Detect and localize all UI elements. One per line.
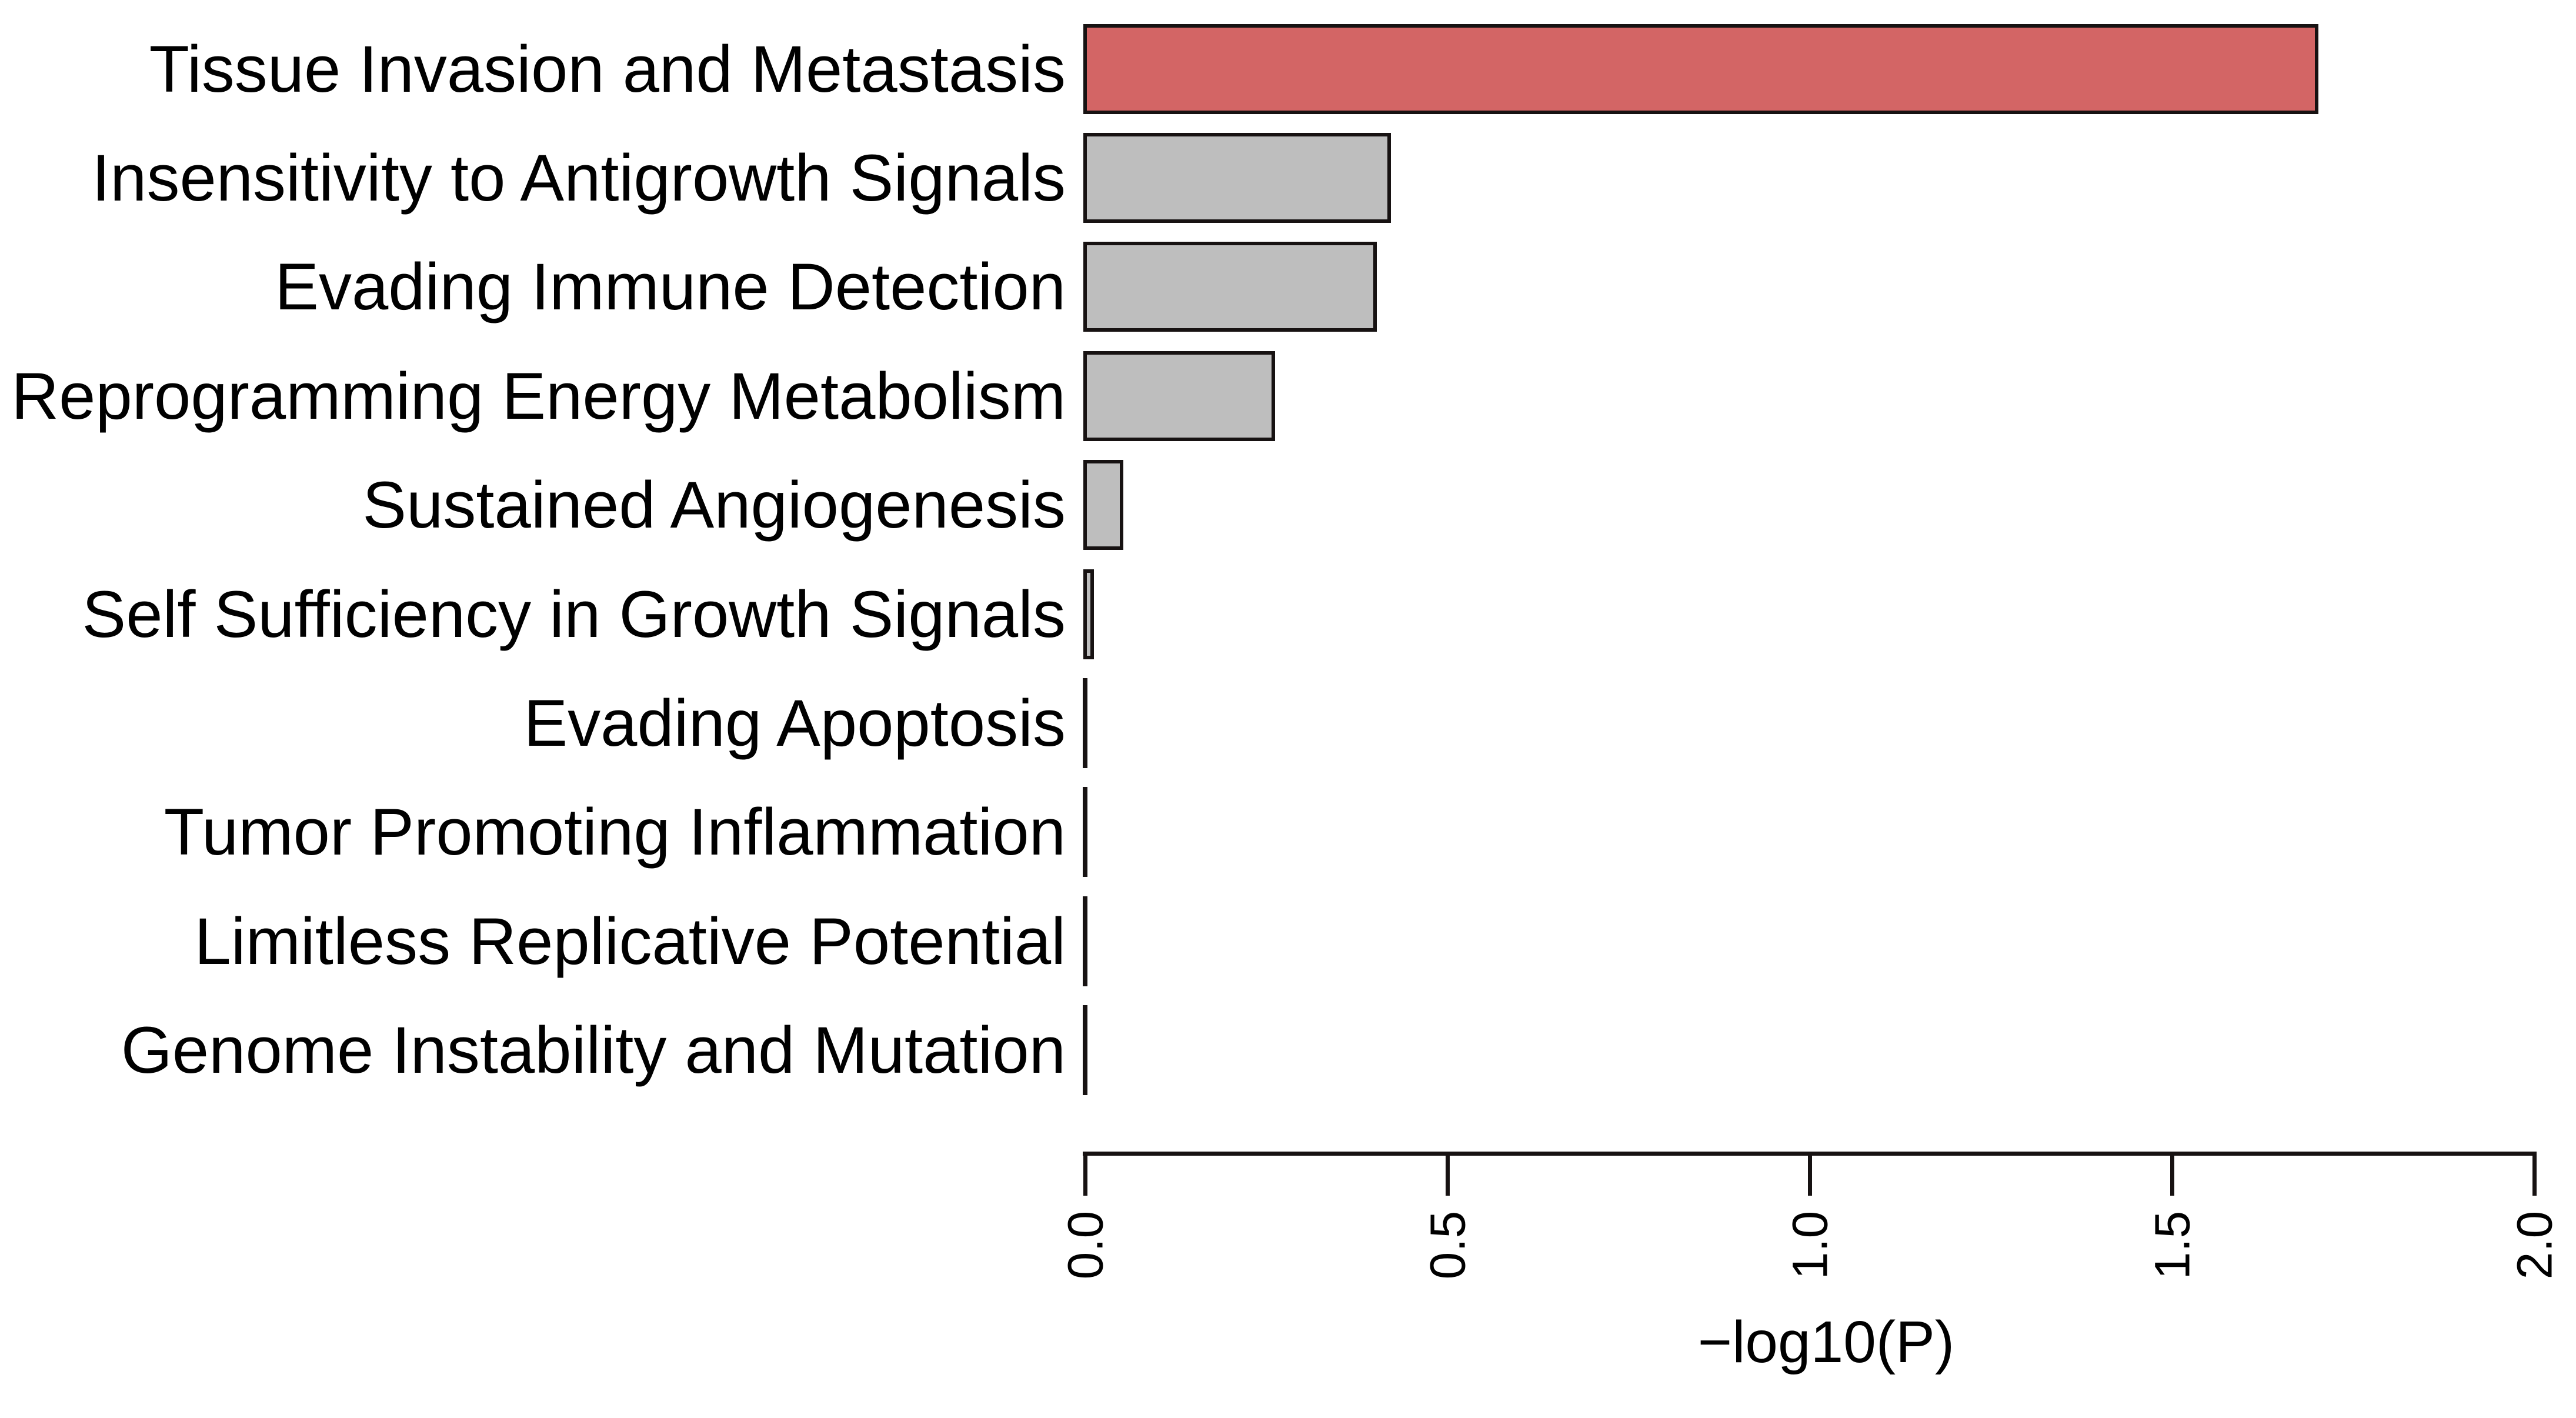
x-axis-tick <box>2532 1156 2537 1196</box>
x-axis-tick-label-text: 2.0 <box>2507 1210 2562 1280</box>
bar <box>1083 1005 1087 1095</box>
bar <box>1083 24 2318 114</box>
category-label: Limitless Replicative Potential <box>194 904 1066 978</box>
bar <box>1083 787 1087 877</box>
x-axis-tick <box>1446 1156 1450 1196</box>
x-axis-tick-label-text: 0.0 <box>1057 1210 1113 1280</box>
bar <box>1083 569 1094 659</box>
x-axis-title: −log10(P) <box>1697 1309 1955 1375</box>
category-label: Genome Instability and Mutation <box>121 1013 1066 1087</box>
bar <box>1083 896 1087 986</box>
category-label: Sustained Angiogenesis <box>362 468 1066 542</box>
x-axis-tick <box>1808 1156 1812 1196</box>
category-label: Reprogramming Energy Metabolism <box>11 359 1066 433</box>
category-label: Tissue Invasion and Metastasis <box>149 32 1066 106</box>
x-axis-tick-label: 2.0 <box>2446 1157 2576 1333</box>
bar <box>1083 460 1123 550</box>
category-label: Evading Apoptosis <box>523 686 1066 760</box>
x-axis-tick <box>2170 1156 2174 1196</box>
bar <box>1083 242 1377 332</box>
bar <box>1083 133 1391 223</box>
x-axis-line <box>1083 1152 2537 1156</box>
x-axis-tick-label-text: 1.5 <box>2144 1210 2200 1280</box>
x-axis-tick-label-text: 0.5 <box>1420 1210 1475 1280</box>
x-axis-tick <box>1083 1156 1087 1196</box>
category-label: Evading Immune Detection <box>275 249 1066 323</box>
category-label: Insensitivity to Antigrowth Signals <box>92 141 1066 215</box>
category-label: Self Sufficiency in Growth Signals <box>82 577 1066 651</box>
x-axis-tick-label-text: 1.0 <box>1782 1210 1837 1280</box>
bar <box>1083 351 1275 441</box>
category-label: Tumor Promoting Inflammation <box>163 795 1066 869</box>
bar <box>1083 678 1087 768</box>
